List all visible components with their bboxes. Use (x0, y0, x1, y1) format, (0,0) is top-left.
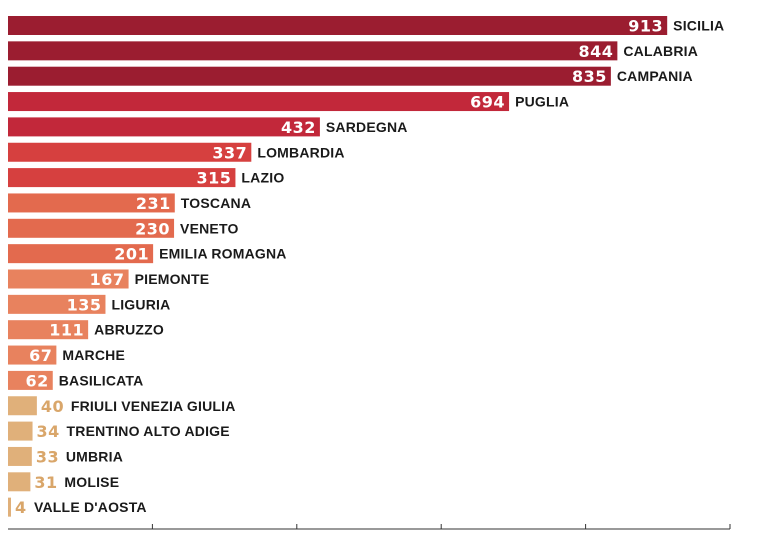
category-label: VALLE D'AOSTA (34, 499, 147, 515)
bar-marche (8, 345, 57, 365)
bar-value-label: 34 (37, 422, 60, 441)
category-label: LOMBARDIA (257, 144, 344, 160)
bar-value-label: 337 (212, 143, 247, 162)
bar-value-label: 844 (578, 42, 613, 61)
bar-piemonte (8, 269, 129, 289)
bar-abruzzo (8, 320, 89, 340)
bar-toscana (8, 193, 175, 213)
category-label: SARDEGNA (326, 119, 408, 135)
bar-sardegna (8, 117, 320, 137)
category-label: TRENTINO ALTO ADIGE (67, 423, 230, 439)
bar-calabria (8, 41, 618, 61)
bar-sicilia (8, 16, 668, 35)
category-label: BASILICATA (59, 372, 144, 388)
category-label: TOSCANA (181, 195, 251, 211)
category-label: ABRUZZO (94, 322, 164, 338)
bar-campania (8, 66, 611, 86)
bar-friuli-venezia-giulia (8, 396, 37, 416)
category-label: LIGURIA (111, 296, 170, 312)
category-label: FRIULI VENEZIA GIULIA (71, 398, 236, 414)
category-label: MOLISE (64, 474, 119, 490)
bars-group: 913 SICILIA 844 CALABRIA 835 CAMPANIA 694 PUGLI… (8, 16, 724, 517)
category-label: EMILIA ROMAGNA (159, 246, 287, 262)
bar-veneto (8, 218, 175, 238)
bar-liguria (8, 294, 106, 314)
bar-value-label: 201 (114, 245, 149, 264)
bar-value-label: 315 (197, 169, 232, 188)
bar-value-label: 111 (49, 321, 84, 340)
category-label: LAZIO (241, 170, 284, 186)
bar-molise (8, 472, 31, 492)
x-axis (8, 524, 731, 530)
bar-value-label: 62 (25, 371, 48, 390)
category-label: UMBRIA (66, 448, 123, 464)
bar-value-label: 31 (34, 473, 57, 492)
bar-value-label: 432 (281, 118, 316, 137)
bar-umbria (8, 446, 32, 466)
bar-valle-d-aosta (8, 497, 11, 517)
bar-value-label: 694 (470, 93, 505, 112)
category-label: VENETO (180, 220, 239, 236)
category-label: MARCHE (62, 347, 125, 363)
bar-value-label: 230 (135, 219, 170, 238)
category-label: SICILIA (673, 18, 724, 34)
bar-value-label: 231 (136, 194, 171, 213)
bar-value-label: 67 (29, 346, 52, 365)
category-label: CALABRIA (623, 43, 698, 59)
bar-value-label: 4 (15, 498, 27, 517)
category-label: PUGLIA (515, 94, 569, 110)
bar-value-label: 33 (36, 447, 59, 466)
bar-lazio (8, 168, 236, 188)
bar-value-label: 167 (90, 270, 125, 289)
category-label: CAMPANIA (617, 68, 693, 84)
category-label: PIEMONTE (135, 271, 210, 287)
bar-lombardia (8, 142, 252, 162)
bar-value-label: 40 (41, 397, 64, 416)
bar-value-label: 835 (572, 67, 607, 86)
bar-basilicata (8, 370, 53, 390)
bar-value-label: 135 (67, 295, 102, 314)
bar-puglia (8, 92, 510, 112)
bar-value-label: 913 (628, 17, 663, 36)
bar-emilia-romagna (8, 244, 154, 264)
bar-trentino-alto-adige (8, 421, 33, 441)
